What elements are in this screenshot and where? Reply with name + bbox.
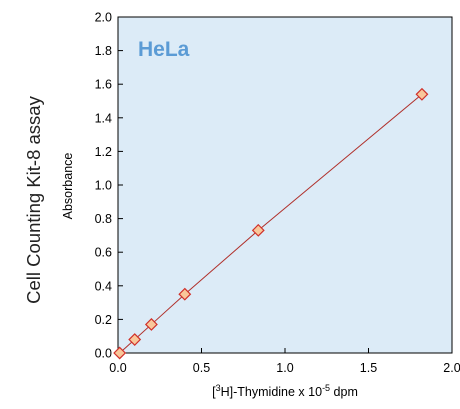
- y-tick-label: 0.0: [95, 347, 112, 361]
- data-point-diamond: [128, 333, 142, 347]
- data-point-diamond: [178, 287, 192, 301]
- side-title: Cell Counting Kit-8 assay: [23, 95, 44, 303]
- chart-title: HeLa: [138, 38, 190, 61]
- data-point-diamond: [113, 346, 127, 360]
- x-axis-tick-labels: 0.0 0.5 1.0 1.5 2.0: [109, 361, 460, 375]
- y-axis-title: Absorbance: [61, 153, 75, 220]
- data-point-diamond: [415, 87, 429, 101]
- y-tick-label: 0.8: [95, 212, 112, 226]
- y-tick-label: 1.0: [95, 179, 112, 193]
- y-axis-ticks: [118, 16, 123, 354]
- y-tick-label: 0.2: [95, 313, 112, 327]
- y-tick-label: 2.0: [95, 11, 112, 25]
- y-axis-tick-labels: 0.0 0.2 0.4 0.6 0.8 1.0 1.2 1.4 1.6 1.8 2.0: [95, 11, 112, 361]
- x-tick-label: 1.5: [360, 361, 377, 375]
- x-axis-title: [3H]-Thymidine x 10-5 dpm: [212, 383, 358, 399]
- y-tick-label: 0.6: [95, 246, 112, 260]
- data-point-diamond: [144, 317, 158, 331]
- x-tick-label: 2.0: [443, 361, 460, 375]
- y-tick-label: 1.2: [95, 145, 112, 159]
- x-tick-label: 0.0: [109, 361, 126, 375]
- x-tick-label: 0.5: [193, 361, 210, 375]
- plot-area: [117, 16, 453, 354]
- y-tick-label: 1.4: [95, 111, 112, 125]
- y-tick-label: 1.8: [95, 44, 112, 58]
- x-tick-label: 1.0: [276, 361, 293, 375]
- y-tick-label: 0.4: [95, 279, 112, 293]
- y-tick-label: 1.6: [95, 78, 112, 92]
- series-points: [113, 87, 429, 360]
- data-point-diamond: [251, 223, 265, 237]
